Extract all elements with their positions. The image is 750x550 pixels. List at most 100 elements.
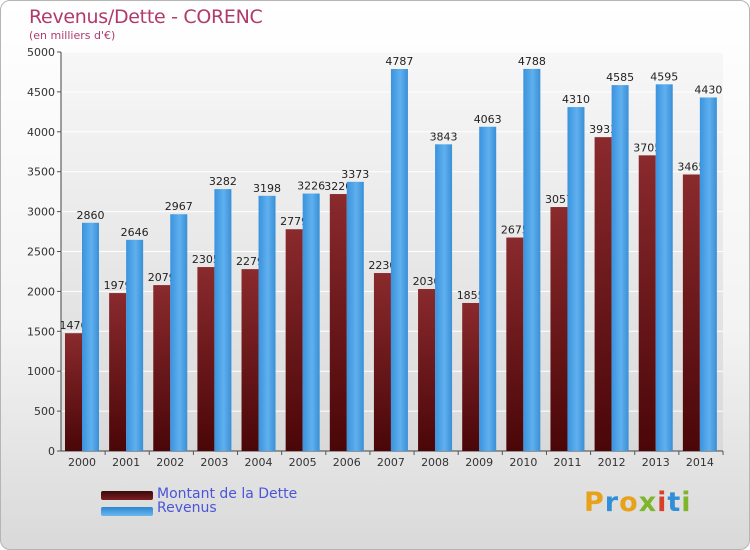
data-label-debt: 2279 xyxy=(236,255,264,268)
bar-debt xyxy=(65,333,82,451)
y-tick-label: 2500 xyxy=(27,246,55,259)
data-label-debt: 1979 xyxy=(104,279,132,292)
x-tick-label: 2004 xyxy=(245,456,273,469)
x-tick-label: 2001 xyxy=(112,456,140,469)
legend-label-debt: Montant de la Dette xyxy=(157,486,298,502)
logo-letter: o xyxy=(619,487,639,518)
x-tick-label: 2014 xyxy=(686,456,714,469)
y-tick-label: 1000 xyxy=(27,365,55,378)
data-label-revenue: 4310 xyxy=(562,93,590,106)
x-tick-label: 2003 xyxy=(200,456,228,469)
data-label-revenue: 4585 xyxy=(606,71,634,84)
bar-revenue xyxy=(170,214,188,451)
bar-revenue xyxy=(655,84,673,451)
bar-revenue xyxy=(567,107,585,451)
bar-debt xyxy=(682,174,700,452)
y-tick-label: 5000 xyxy=(27,46,55,59)
x-tick-label: 2011 xyxy=(553,456,581,469)
data-label-debt: 3933 xyxy=(589,123,617,136)
bar-revenue xyxy=(214,189,232,451)
logo-letter: i xyxy=(657,487,668,518)
data-label-revenue: 3226 xyxy=(297,180,325,193)
bar-revenue xyxy=(126,239,144,451)
x-tick-label: 2012 xyxy=(598,456,626,469)
data-label-revenue: 3843 xyxy=(430,130,458,143)
y-tick-label: 2000 xyxy=(27,285,55,298)
data-label-revenue: 4788 xyxy=(518,55,546,68)
data-label-revenue: 4595 xyxy=(650,70,678,83)
bar-debt xyxy=(329,194,347,451)
logo-letter: P xyxy=(584,487,605,518)
bar-debt xyxy=(506,237,524,451)
data-label-revenue: 3198 xyxy=(253,182,281,195)
x-tick-label: 2013 xyxy=(642,456,670,469)
x-tick-label: 2005 xyxy=(289,456,317,469)
data-label-debt: 3705 xyxy=(633,141,661,154)
bar-revenue xyxy=(258,195,276,451)
y-tick-label: 0 xyxy=(48,445,55,458)
bar-revenue xyxy=(611,85,629,451)
bar-debt xyxy=(285,229,303,451)
data-label-debt: 2079 xyxy=(148,271,176,284)
chart-title: Revenus/Dette - CORENC xyxy=(29,6,263,28)
data-label-debt: 1855 xyxy=(457,289,485,302)
data-label-revenue: 2860 xyxy=(77,209,105,222)
bar-debt xyxy=(638,155,656,451)
y-tick-label: 1500 xyxy=(27,325,55,338)
y-tick-label: 500 xyxy=(34,405,55,418)
x-tick-label: 2000 xyxy=(68,456,96,469)
data-label-revenue: 3373 xyxy=(341,168,369,181)
data-label-revenue: 2967 xyxy=(165,200,193,213)
data-label-revenue: 4787 xyxy=(385,55,413,68)
legend-label-revenue: Revenus xyxy=(157,500,217,516)
x-tick-label: 2010 xyxy=(509,456,537,469)
logo-letter: i xyxy=(681,487,692,518)
bar-debt xyxy=(153,285,171,451)
legend-swatch-debt xyxy=(101,491,153,500)
bar-revenue xyxy=(699,97,717,452)
x-tick-label: 2007 xyxy=(377,456,405,469)
x-tick-label: 2002 xyxy=(156,456,184,469)
bar-debt xyxy=(109,293,127,451)
data-label-revenue: 4063 xyxy=(474,113,502,126)
bar-debt xyxy=(373,273,391,451)
y-tick-label: 4000 xyxy=(27,126,55,139)
data-label-debt: 3057 xyxy=(545,193,573,206)
bar-debt xyxy=(418,289,436,451)
bar-revenue xyxy=(302,193,320,452)
logo-letter: x xyxy=(638,487,658,518)
bar-revenue xyxy=(390,68,408,451)
bar-revenue xyxy=(523,68,541,451)
x-tick-label: 2009 xyxy=(465,456,493,469)
proxiti-logo: Proxiti xyxy=(584,487,692,518)
bar-revenue xyxy=(435,144,453,451)
bar-revenue xyxy=(82,222,99,451)
data-label-debt: 3220 xyxy=(324,180,352,193)
bar-debt xyxy=(550,207,568,451)
data-label-debt: 2230 xyxy=(368,259,396,272)
data-label-revenue: 2646 xyxy=(121,226,149,239)
data-label-debt: 2030 xyxy=(413,275,441,288)
x-tick-label: 2008 xyxy=(421,456,449,469)
data-label-debt: 1476 xyxy=(60,319,88,332)
data-label-debt: 2305 xyxy=(192,253,220,266)
y-tick-label: 4500 xyxy=(27,86,55,99)
y-tick-label: 3500 xyxy=(27,166,55,179)
bar-debt xyxy=(462,302,480,451)
bar-debt xyxy=(241,269,259,451)
data-label-debt: 2675 xyxy=(501,224,529,237)
data-label-debt: 2779 xyxy=(280,215,308,228)
data-label-revenue: 3282 xyxy=(209,175,237,188)
bar-debt xyxy=(197,267,215,451)
bar-revenue xyxy=(346,181,364,451)
legend-swatch-revenue xyxy=(101,507,153,516)
bar-revenue xyxy=(479,126,497,452)
chart-subtitle: (en milliers d'€) xyxy=(29,29,116,42)
logo-letter: r xyxy=(604,487,620,518)
y-tick-label: 3000 xyxy=(27,206,55,219)
bar-debt xyxy=(594,137,612,451)
x-tick-label: 2006 xyxy=(333,456,361,469)
data-label-revenue: 4430 xyxy=(694,83,722,96)
